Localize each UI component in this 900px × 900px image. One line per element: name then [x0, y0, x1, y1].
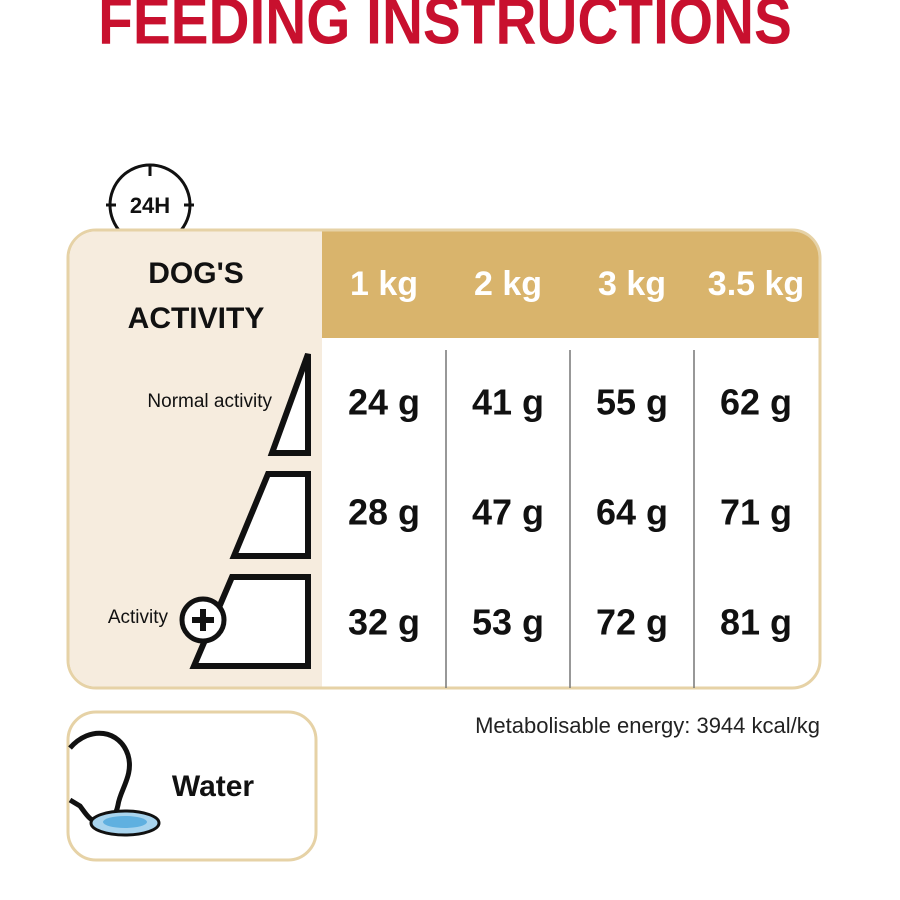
- portion-cell: 55 g: [596, 382, 668, 423]
- weight-header: 1 kg: [350, 265, 418, 303]
- header-band: [322, 231, 819, 338]
- activity-steps: [189, 352, 311, 669]
- energy-note: Metabolisable energy: 3944 kcal/kg: [475, 713, 820, 738]
- weight-header: 3.5 kg: [708, 265, 804, 303]
- portion-cell: 64 g: [596, 492, 668, 533]
- portion-cell: 53 g: [472, 602, 544, 643]
- portion-cell: 32 g: [348, 602, 420, 643]
- activity-label: Activity: [108, 607, 169, 628]
- weight-header: 3 kg: [598, 265, 666, 303]
- weight-header: 2 kg: [474, 265, 542, 303]
- portion-cell: 71 g: [720, 492, 792, 533]
- portion-cell: 24 g: [348, 382, 420, 423]
- activity-column: [69, 231, 322, 687]
- water-label: Water: [172, 770, 255, 803]
- clock-label: 24H: [130, 193, 170, 218]
- activity-header: ACTIVITY: [128, 302, 265, 335]
- plus-icon: [179, 596, 227, 644]
- portion-cell: 28 g: [348, 492, 420, 533]
- portion-cell: 81 g: [720, 602, 792, 643]
- portion-cell: 47 g: [472, 492, 544, 533]
- activity-label: Normal activity: [147, 391, 272, 412]
- portion-cell: 72 g: [596, 602, 668, 643]
- portion-cell: 41 g: [472, 382, 544, 423]
- water-icon: [68, 730, 161, 837]
- table-cells: 1 kg 2 kg 3 kg 3.5 kg 24 g 41 g 55 g 62 g 28 g 47…: [348, 265, 804, 688]
- activity-header: DOG'S: [148, 257, 243, 290]
- portion-cell: 62 g: [720, 382, 792, 423]
- title: FEEDING INSTRUCTIONS: [98, 0, 792, 58]
